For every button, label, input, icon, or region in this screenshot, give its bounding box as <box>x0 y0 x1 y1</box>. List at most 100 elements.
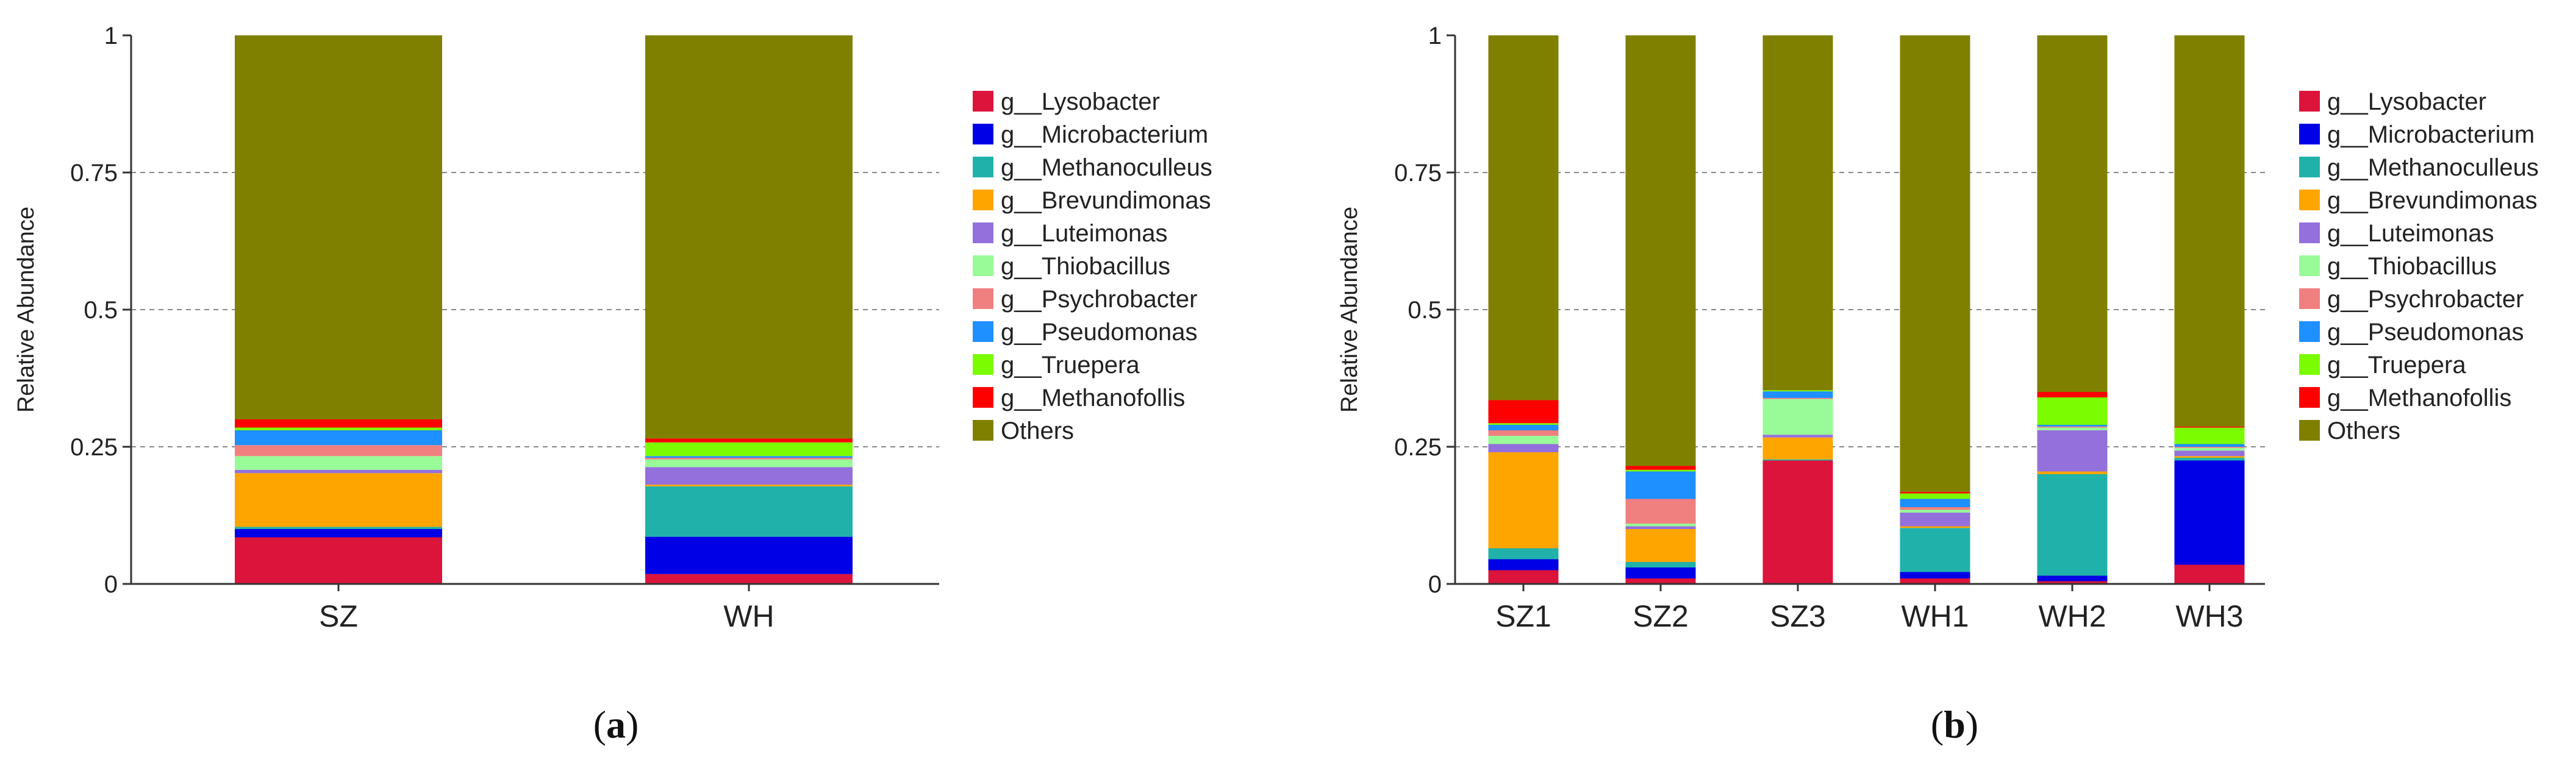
panel-b-bar-sz1-g-methanofollis <box>1488 400 1559 424</box>
panel-b-legend-swatch <box>2299 91 2320 112</box>
panel-b-bar-sz3-g-psychrobacter <box>1762 397 1833 399</box>
panel-b-bar-wh3-g-psychrobacter <box>2174 447 2245 448</box>
panel-b-bar-wh2-g-methanoculleus <box>2037 474 2108 576</box>
panel-b-bar-wh1-g-lysobacter <box>1900 578 1970 584</box>
panel-b-x-tick-label-wh1: WH1 <box>1901 599 1969 633</box>
panel-b-legend-swatch <box>2299 354 2320 375</box>
panel-a-x-tick-label-sz: SZ <box>319 599 358 633</box>
panel-b-bar-wh2-g-truepera <box>2037 397 2108 425</box>
panel-a-bar-sz-g-lysobacter <box>235 537 442 584</box>
panel-a-legend-swatch <box>973 124 993 144</box>
panel-b-legend-label: g__Brevundimonas <box>2327 187 2538 214</box>
panel-a-bar-wh-g-pseudomonas <box>645 456 853 458</box>
panel-a-legend-swatch <box>973 255 993 276</box>
panel-b-bar-wh1-others <box>1900 35 1970 492</box>
panel-b-x-tick-label-sz2: SZ2 <box>1633 599 1689 633</box>
panel-a-bar-sz-g-psychrobacter <box>235 445 442 457</box>
panel-a-y-tick-label: 0.75 <box>70 160 118 187</box>
panel-b-bar-sz2-g-truepera <box>1625 469 1696 472</box>
panel-b-bar-wh2-g-thiobacillus <box>2037 427 2108 430</box>
panel-b-legend-swatch <box>2299 157 2320 177</box>
panel-a-legend-label: g__Methanofollis <box>1001 385 1185 411</box>
panel-b-bar-sz3-g-thiobacillus <box>1762 399 1833 435</box>
panel-b-bar-wh2-g-pseudomonas <box>2037 425 2108 427</box>
panel-a-legend-swatch <box>973 354 993 375</box>
panel-b-bar-wh3-g-truepera <box>2174 427 2245 444</box>
panel-a-bar-wh-others <box>645 35 853 439</box>
panel-a-legend-swatch <box>973 420 993 441</box>
panel-a-y-tick-label: 0.25 <box>70 434 118 461</box>
panel-a-legend-label: g__Brevundimonas <box>1001 187 1211 214</box>
panel-b-bar-sz3-g-pseudomonas <box>1762 391 1833 398</box>
panel-a-legend-label: g__Lysobacter <box>1001 88 1160 115</box>
panel-b-legend-swatch <box>2299 321 2320 342</box>
panel-a-legend-label: g__Luteimonas <box>1001 220 1168 247</box>
panel-a-legend-swatch <box>973 91 993 112</box>
panel-a-legend-label: Others <box>1001 418 1074 444</box>
panel-a-legend-label: g__Truepera <box>1001 352 1140 379</box>
panel-b-legend-label: g__Thiobacillus <box>2327 253 2497 280</box>
panel-b-y-axis-label: Relative Abundance <box>1337 207 1362 413</box>
panel-b-bar-sz1-g-pseudomonas <box>1488 425 1559 430</box>
panel-b-y-tick-label: 0 <box>1428 571 1442 598</box>
panel-a-bar-wh-g-truepera <box>645 442 853 457</box>
panel-b-bar-sz2-g-thiobacillus <box>1625 524 1696 527</box>
panel-b-label-letter: b <box>1944 703 1966 746</box>
panel-b-bar-sz2-g-pseudomonas <box>1625 471 1696 499</box>
panel-a-bar-sz-g-thiobacillus <box>235 456 442 470</box>
panel-b-legend-swatch <box>2299 222 2320 243</box>
panel-a-bar-sz-g-methanoculleus <box>235 527 442 529</box>
panel-a-bar-sz-g-microbacterium <box>235 529 442 538</box>
panel-b-bar-sz1-g-psychrobacter <box>1488 430 1559 436</box>
panel-b-bar-wh3-g-microbacterium <box>2174 460 2245 565</box>
panel-b-bar-sz2-others <box>1625 35 1696 466</box>
panel-b-legend-label: g__Methanofollis <box>2327 385 2511 411</box>
panel-b-legend-label: g__Psychrobacter <box>2327 286 2524 313</box>
panel-a-legend-label: g__Methanoculleus <box>1001 154 1212 181</box>
panel-a-legend-label: g__Thiobacillus <box>1001 253 1170 280</box>
panel-b-x-tick-label-sz3: SZ3 <box>1770 599 1826 633</box>
panel-b-legend-swatch <box>2299 124 2320 144</box>
panel-b-bar-sz2-g-microbacterium <box>1625 567 1696 578</box>
panel-a-bar-wh-g-lysobacter <box>645 574 853 584</box>
panel-b-bar-wh3-g-luteimonas <box>2174 450 2245 457</box>
panel-b-legend-swatch <box>2299 190 2320 210</box>
panel-b-y-tick-label: 0.75 <box>1394 160 1442 187</box>
panel-b-bar-wh3-g-pseudomonas <box>2174 444 2245 447</box>
panel-b-bar-sz2-g-luteimonas <box>1625 526 1696 529</box>
panel-a-legend-swatch <box>973 321 993 342</box>
panel-b-bar-wh3-others <box>2174 35 2245 427</box>
panel-b-legend-label: g__Pseudomonas <box>2327 319 2524 346</box>
panel-b-bar-wh1-g-luteimonas <box>1900 513 1970 527</box>
panel-b-legend-label: g__Methanoculleus <box>2327 154 2539 181</box>
panel-a-legend-swatch <box>973 387 993 408</box>
panel-b-bar-sz3-g-luteimonas <box>1762 435 1833 438</box>
panel-b-bar-wh2-g-lysobacter <box>2037 581 2108 584</box>
panel-a-legend-label: g__Pseudomonas <box>1001 319 1197 346</box>
panel-a-legend-swatch <box>973 157 993 177</box>
panel-b-bar-wh2-others <box>2037 35 2108 392</box>
panel-b-y-tick-label: 0.5 <box>1408 297 1442 324</box>
panel-b-bar-sz1-g-microbacterium <box>1488 559 1559 571</box>
panel-a-y-tick-label: 0 <box>104 571 118 598</box>
panel-b-bar-wh1-g-methanoculleus <box>1900 528 1970 572</box>
panel-b-bar-sz2-g-psychrobacter <box>1625 499 1696 524</box>
panel-b-legend-label: g__Truepera <box>2327 352 2466 379</box>
panel-b-bar-wh1-g-methanofollis <box>1900 491 1970 494</box>
panel-a-label-letter: a <box>606 703 626 746</box>
panel-a-bar-sz-g-brevundimonas <box>235 473 442 527</box>
panel-b-bar-sz2-g-brevundimonas <box>1625 529 1696 562</box>
panel-b-bar-wh2-g-microbacterium <box>2037 575 2108 581</box>
panel-b-bar-wh2-g-luteimonas <box>2037 430 2108 472</box>
panel-b-legend-label: Others <box>2327 418 2400 444</box>
panel-b-legend-label: g__Luteimonas <box>2327 220 2494 247</box>
panel-a-legend-swatch <box>973 190 993 210</box>
panel-a-bar-wh-g-methanofollis <box>645 438 853 443</box>
panel-a-y-tick-label: 0.5 <box>84 297 118 324</box>
panel-b-bar-wh1-g-pseudomonas <box>1900 499 1970 507</box>
panel-b-legend-swatch <box>2299 288 2320 309</box>
panel-b-y-tick-label: 1 <box>1428 23 1442 49</box>
panel-a-bar-wh-g-psychrobacter <box>645 458 853 460</box>
panel-b-bar-sz1-g-luteimonas <box>1488 444 1559 452</box>
